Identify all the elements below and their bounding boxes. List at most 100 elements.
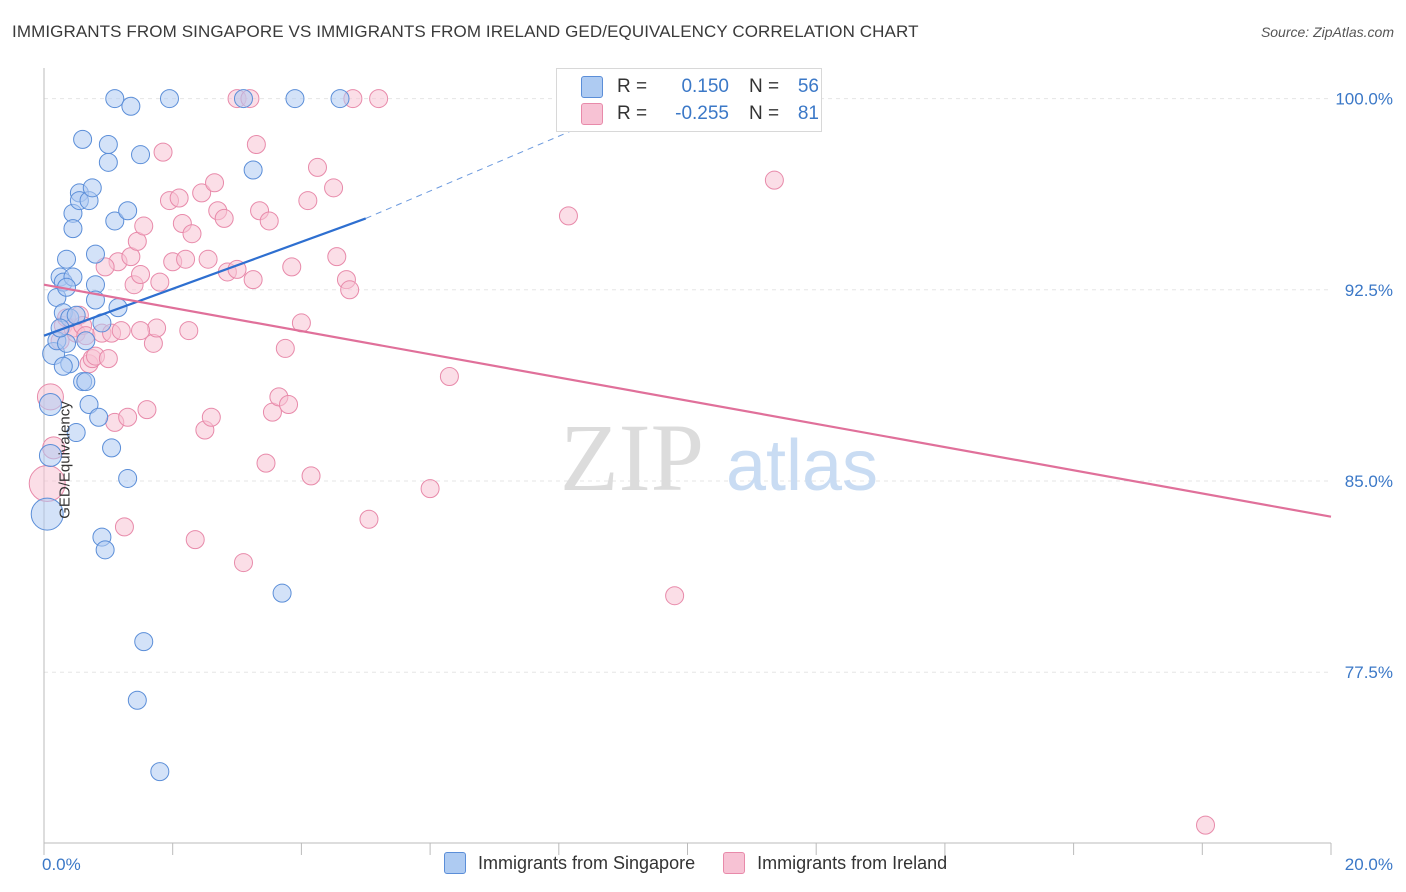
ireland-point [327, 247, 347, 267]
ireland-point [147, 318, 167, 338]
singapore-point [98, 152, 118, 172]
ireland-point [182, 224, 202, 244]
ireland-point [131, 321, 151, 341]
ireland-point [214, 208, 234, 228]
singapore-point [105, 89, 125, 109]
singapore-legend-swatch [444, 852, 466, 874]
singapore-point [38, 393, 62, 417]
singapore-point [76, 372, 96, 392]
x-tick-label: 0.0% [42, 855, 81, 874]
singapore-point [285, 89, 305, 109]
ireland-point [369, 89, 389, 109]
singapore-legend-label: Immigrants from Singapore [478, 852, 696, 873]
grid-lines [44, 98, 1331, 673]
ireland-swatch [581, 103, 603, 125]
singapore-point [53, 356, 73, 376]
ireland-r-value: -0.255 [675, 103, 729, 124]
ireland-point [131, 264, 151, 284]
ireland-point [243, 270, 263, 290]
singapore-trend-line [43, 217, 367, 337]
ireland-point [179, 321, 199, 341]
singapore-point [131, 145, 151, 165]
r-label: R = [617, 76, 648, 97]
r-label: R = [617, 103, 648, 124]
ireland-point [558, 206, 578, 226]
ireland-point [205, 173, 225, 193]
y-tick-label: 92.5% [1345, 281, 1393, 300]
ireland-point [359, 509, 379, 529]
ireland-legend-label: Immigrants from Ireland [757, 852, 948, 873]
watermark: ZIP atlas [560, 404, 878, 511]
ireland-legend-swatch [723, 852, 746, 874]
singapore-point [85, 244, 105, 264]
ireland-point [201, 407, 221, 427]
y-tick-label: 77.5% [1345, 663, 1393, 682]
ireland-point [259, 211, 279, 231]
ireland-n-value: 81 [797, 103, 819, 124]
singapore-point [150, 762, 170, 782]
x-tick-label: 20.0% [1345, 855, 1393, 874]
singapore-point [30, 497, 64, 531]
ireland-point [192, 183, 212, 203]
singapore-point [95, 540, 115, 560]
singapore-point [76, 331, 96, 351]
singapore-points [30, 89, 350, 782]
ireland-point [150, 272, 170, 292]
legend-item-ireland[interactable]: Immigrants from Ireland [723, 852, 947, 874]
singapore-point [121, 96, 141, 116]
legend-item-singapore[interactable]: Immigrants from Singapore [444, 852, 695, 874]
ireland-point [98, 349, 118, 369]
y-axis-label: GED/Equivalency [56, 401, 74, 519]
singapore-point [118, 201, 138, 221]
singapore-point [82, 178, 102, 198]
singapore-point [105, 211, 125, 231]
ireland-point [118, 407, 138, 427]
y-tick-label: 85.0% [1345, 472, 1393, 491]
singapore-point [73, 129, 93, 149]
ireland-point [153, 142, 173, 162]
n-label: N = [749, 76, 780, 97]
ireland-point [340, 280, 360, 300]
ireland-point [275, 338, 295, 358]
singapore-point [38, 444, 62, 467]
ireland-point [256, 453, 276, 473]
ireland-point [114, 517, 134, 537]
singapore-point [79, 395, 99, 415]
singapore-point [134, 632, 154, 652]
ireland-point [111, 321, 131, 341]
singapore-point [66, 423, 86, 443]
singapore-point [63, 219, 83, 239]
ireland-point [282, 257, 302, 277]
correlation-legend: R = 0.150 N = 56 R = -0.255 N = 81 [556, 68, 822, 132]
legend-row-singapore: R = 0.150 N = 56 [581, 74, 819, 100]
source-label: Source: ZipAtlas.com [1260, 24, 1394, 40]
watermark-atlas: atlas [726, 426, 878, 506]
ireland-point [169, 188, 189, 208]
ireland-point [185, 530, 205, 550]
ireland-point [95, 257, 115, 277]
ireland-point [298, 191, 318, 211]
ireland-point [1196, 815, 1216, 835]
singapore-point [243, 160, 263, 180]
series-legend: Immigrants from Singapore Immigrants fro… [444, 852, 975, 874]
singapore-point [102, 438, 122, 458]
ireland-point [246, 134, 266, 154]
singapore-point [330, 89, 350, 109]
ireland-point [307, 157, 327, 177]
ireland-point [198, 249, 218, 269]
watermark-zip: ZIP [560, 404, 704, 511]
ireland-point [324, 178, 344, 198]
legend-row-ireland: R = -0.255 N = 81 [581, 101, 819, 127]
ireland-trend-line [43, 283, 1332, 518]
singapore-point [118, 468, 138, 488]
ireland-points [28, 89, 1216, 835]
singapore-swatch [581, 76, 603, 98]
ireland-point [176, 249, 196, 269]
ireland-point [279, 395, 299, 415]
ireland-point [134, 216, 154, 236]
ireland-point [665, 586, 685, 606]
singapore-n-value: 56 [797, 76, 819, 97]
singapore-r-value: 0.150 [681, 76, 729, 97]
ireland-point [439, 366, 459, 386]
